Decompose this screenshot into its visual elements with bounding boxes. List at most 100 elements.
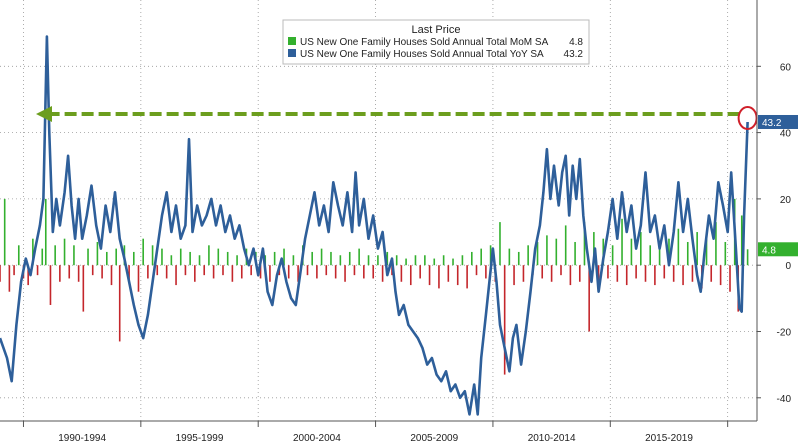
x-tick-label: 2005-2009 [410,433,458,444]
mom-bar [175,265,177,286]
mom-bar [283,248,285,266]
mom-bar [466,265,468,289]
mom-bar [8,265,11,292]
mom-bar [212,265,215,279]
mom-bar [179,248,182,266]
mom-bar [560,265,562,276]
mom-bar [428,265,431,286]
mom-bar [607,265,609,279]
mom-bar [635,265,637,279]
mom-bar [517,251,520,266]
mom-bar [386,251,389,266]
last-value-mom-text: 4.8 [762,245,776,256]
mom-bar [485,265,487,279]
mom-bar [640,232,642,266]
mom-bar [719,265,722,286]
mom-bar [377,255,379,266]
y-tick-label: -40 [777,394,792,405]
mom-bar [621,218,623,266]
mom-bar [527,245,529,266]
mom-bar [54,245,56,266]
mom-bar [161,248,163,266]
y-tick-label: -20 [777,327,792,338]
x-tick-label: 2000-2004 [293,433,341,444]
annotation-layer [36,105,758,130]
mom-bar [222,265,224,276]
mom-bar [574,241,576,266]
mom-bar [729,265,731,292]
mom-bar [137,265,140,292]
mom-bar [0,265,1,282]
mom-bar [87,248,89,266]
mom-bar [597,265,600,286]
mom-bar [348,251,351,266]
mom-bar [203,265,206,276]
y-tick-label: 40 [780,129,792,140]
mom-bar [63,238,66,266]
mom-bar [156,265,159,276]
mom-bar [447,265,450,282]
mom-bar [740,215,743,266]
mom-bar [419,265,421,279]
mom-bar [588,265,590,332]
mom-bar [489,245,492,266]
mom-bar [513,265,515,286]
mom-bar [165,265,168,279]
mom-bar [231,265,234,282]
mom-bar [381,265,384,282]
mom-bar [44,198,47,266]
mom-bar [184,265,187,276]
mom-bar [250,265,252,276]
mom-bar [522,265,525,282]
mom-bar [686,241,689,266]
mom-bar [696,232,698,266]
mom-bar [226,251,229,266]
mom-bar-series [0,198,749,375]
mom-bar [395,255,398,266]
mom-bar [546,235,548,266]
x-tick-label: 1995-1999 [176,433,224,444]
mom-bar [334,265,337,279]
mom-bar [625,265,628,286]
mom-bar [414,255,417,266]
yoy-line-series [0,35,749,416]
mom-bar [269,265,271,282]
mom-bar [644,265,647,282]
mom-bar [668,238,670,266]
mom-bar [433,258,436,266]
x-tick-label: 2015-2019 [645,433,693,444]
mom-bar [311,251,313,266]
mom-bar [456,265,459,286]
mom-bar [297,265,299,282]
mom-bar [405,258,407,266]
mom-bar [503,265,506,375]
legend-label-mom: US New One Family Houses Sold Annual Tot… [300,37,549,48]
y-tick-label: 0 [785,261,791,272]
mom-bar [578,265,581,282]
mom-bar [101,265,103,279]
mom-bar [499,222,501,266]
mom-bar [316,265,318,279]
mom-bar [110,265,113,286]
mom-bar [3,198,6,266]
mom-bar [358,248,360,266]
mom-bar [480,248,482,266]
mom-bar [630,238,633,266]
mom-bar [541,265,544,279]
legend-swatch-mom [288,37,296,45]
mom-bar [115,248,117,266]
legend-value-yoy: 43.2 [564,49,584,60]
mom-bar [363,265,365,279]
mom-bar [151,245,154,266]
mom-bar [452,258,454,266]
mom-bar [27,265,29,286]
mom-bar [132,251,135,266]
mom-bar [672,265,675,282]
mom-bar [194,265,196,282]
mom-bar [208,245,210,266]
legend-label-yoy: US New One Family Houses Sold Annual Tot… [300,49,544,60]
mom-bar [273,251,276,266]
mom-bar [292,255,295,266]
mom-bar [424,255,426,266]
